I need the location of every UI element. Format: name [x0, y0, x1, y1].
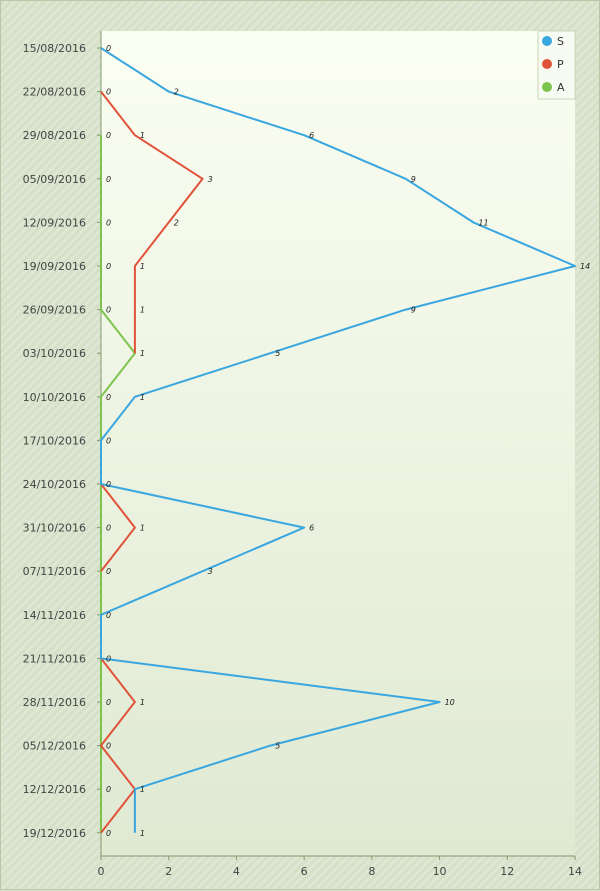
y-tick-label: 05/12/2016 — [23, 740, 86, 753]
data-label: 1 — [140, 393, 145, 402]
data-label: 9 — [411, 175, 416, 184]
data-label: 1 — [140, 829, 145, 838]
y-tick-label: 21/11/2016 — [23, 652, 86, 665]
y-tick-label: 14/11/2016 — [23, 609, 86, 622]
y-tick-label: 19/12/2016 — [23, 827, 86, 840]
x-tick-label: 6 — [301, 865, 308, 878]
x-tick-label: 8 — [368, 865, 375, 878]
data-label: 0 — [106, 218, 111, 227]
data-label: 1 — [140, 785, 145, 794]
y-tick-label: 28/11/2016 — [23, 696, 86, 709]
data-label: 0 — [106, 567, 111, 576]
legend-marker — [542, 82, 552, 92]
y-tick-label: 12/09/2016 — [23, 216, 86, 229]
y-tick-label: 26/09/2016 — [23, 304, 86, 317]
data-label: 1 — [140, 698, 145, 707]
axes: 15/08/2016 22/08/2016 29/08/2016 05/09/2016… — [23, 31, 582, 878]
data-label: 0 — [106, 611, 111, 620]
data-label: 1 — [140, 131, 145, 140]
data-label: 0 — [106, 175, 111, 184]
x-tick-label: 14 — [568, 865, 582, 878]
data-label: 0 — [106, 742, 111, 751]
data-label: 2 — [174, 88, 179, 97]
data-label: 14 — [580, 262, 590, 271]
data-label: 0 — [106, 698, 111, 707]
y-tick-label: 07/11/2016 — [23, 565, 86, 578]
legend: SPA — [537, 30, 576, 100]
data-label: 0 — [106, 393, 111, 402]
data-label: 3 — [208, 567, 213, 576]
data-label: 0 — [106, 654, 111, 663]
x-tick-label: 12 — [500, 865, 514, 878]
data-label: 1 — [140, 262, 145, 271]
data-label: 5 — [275, 349, 280, 358]
data-label: 0 — [106, 306, 111, 315]
data-label: 0 — [106, 262, 111, 271]
legend-marker — [542, 36, 552, 46]
data-label: 0 — [106, 785, 111, 794]
y-tick-label: 17/10/2016 — [23, 434, 86, 447]
data-label: 0 — [106, 480, 111, 489]
data-label: 0 — [106, 436, 111, 445]
x-tick-label: 2 — [165, 865, 172, 878]
data-label: 0 — [106, 131, 111, 140]
series-line-S — [100, 47, 576, 833]
data-label: 1 — [140, 306, 145, 315]
data-label: 1 — [140, 524, 145, 533]
data-label: 5 — [275, 742, 280, 751]
data-label: 11 — [478, 218, 488, 227]
y-tick-label: 24/10/2016 — [23, 478, 86, 491]
data-label: 0 — [106, 88, 111, 97]
y-tick-label: 15/08/2016 — [23, 42, 86, 55]
legend-label: S — [557, 35, 564, 48]
series-line-P — [100, 657, 136, 834]
data-label: 0 — [106, 524, 111, 533]
plot-area — [101, 31, 575, 856]
y-tick-label: 29/08/2016 — [23, 129, 86, 142]
legend-marker — [542, 59, 552, 69]
legend-label: A — [557, 81, 565, 94]
data-label: 2 — [174, 218, 179, 227]
legend-label: P — [557, 58, 564, 71]
data-label: 1 — [140, 349, 145, 358]
data-label: 6 — [309, 131, 314, 140]
y-tick-label: 10/10/2016 — [23, 391, 86, 404]
y-tick-label: 03/10/2016 — [23, 347, 86, 360]
series-line-P — [100, 483, 136, 572]
x-tick-label: 4 — [233, 865, 240, 878]
y-tick-label: 12/12/2016 — [23, 783, 86, 796]
x-tick-label: 0 — [98, 865, 105, 878]
data-label: 0 — [106, 44, 111, 53]
data-label: 10 — [445, 698, 455, 707]
data-label: 0 — [106, 829, 111, 838]
x-tick-label: 10 — [433, 865, 447, 878]
y-tick-label: 05/09/2016 — [23, 173, 86, 186]
y-tick-label: 31/10/2016 — [23, 522, 86, 535]
data-label: 3 — [208, 175, 213, 184]
data-label: 9 — [411, 306, 416, 315]
series-lines — [100, 47, 576, 834]
data-labels: 0000000100000000000269111495163105111321… — [106, 44, 590, 838]
y-tick-label: 19/09/2016 — [23, 260, 86, 273]
data-label: 6 — [309, 524, 314, 533]
series-line-P — [100, 90, 204, 354]
y-tick-label: 22/08/2016 — [23, 86, 86, 99]
